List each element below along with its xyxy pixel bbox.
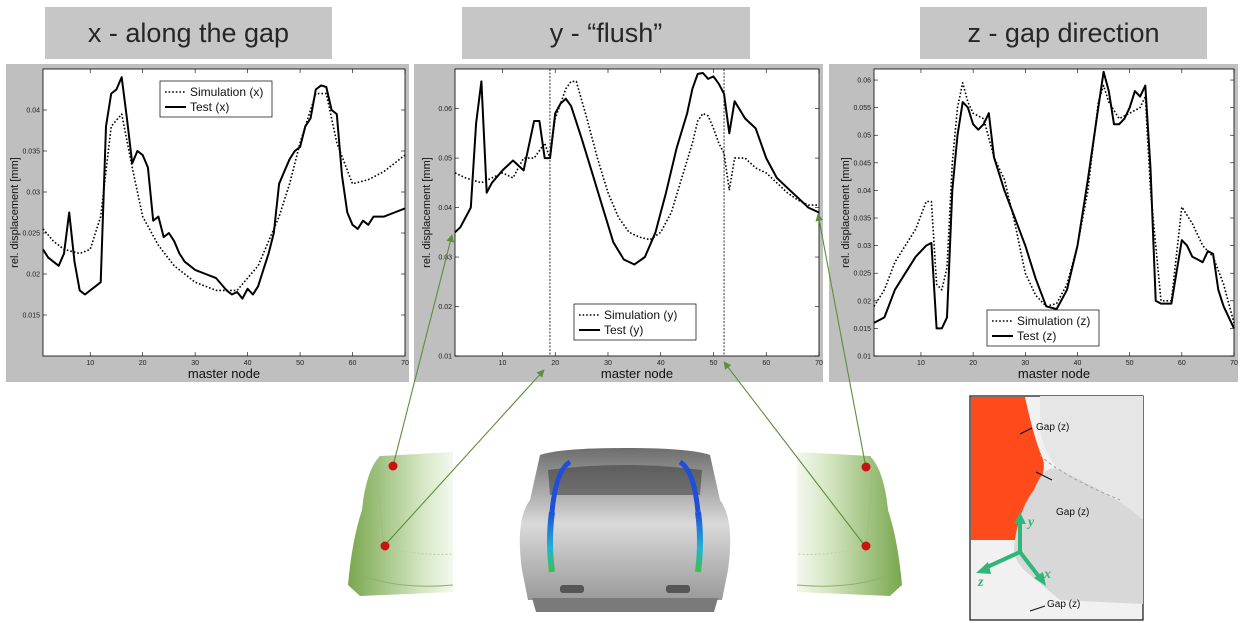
y-tick-label: 0.05 xyxy=(438,156,452,163)
x-tick-label: 10 xyxy=(917,360,925,367)
x-tick-label: 10 xyxy=(499,360,507,367)
x-tick-label: 20 xyxy=(969,360,977,367)
right-rear-corner-illustration xyxy=(796,452,902,596)
x-tick-label: 20 xyxy=(551,360,559,367)
axis-z-arrow xyxy=(984,550,1021,570)
legend-label: Test (x) xyxy=(190,100,229,114)
x-tick-label: 70 xyxy=(1230,360,1238,367)
x-axis-label: master node xyxy=(601,366,673,381)
y-tick-label: 0.05 xyxy=(857,133,871,140)
axis-x-arrow xyxy=(1018,550,1042,580)
y-tick-label: 0.035 xyxy=(22,149,40,156)
x-tick-label: 30 xyxy=(1021,360,1029,367)
y-tick-label: 0.055 xyxy=(853,105,871,112)
left-rear-corner-illustration xyxy=(348,452,454,596)
y-tick-label: 0.06 xyxy=(857,78,871,85)
series-test xyxy=(873,70,1235,330)
x-tick-label: 50 xyxy=(710,360,718,367)
x-tick-label: 30 xyxy=(604,360,612,367)
gap-label-3: Gap (z) xyxy=(1047,599,1080,610)
x-tick-label: 30 xyxy=(191,360,199,367)
series-test xyxy=(454,72,820,266)
axis-x-label: x xyxy=(1043,567,1051,582)
series-test xyxy=(42,76,406,300)
title-x: x - along the gap xyxy=(45,7,332,59)
y-tick-label: 0.04 xyxy=(438,205,452,212)
legend: Simulation (z)Test (z) xyxy=(986,309,1100,347)
y-tick-label: 0.06 xyxy=(438,106,452,113)
y-tick-label: 0.04 xyxy=(857,188,871,195)
y-tick-label: 0.02 xyxy=(26,272,40,279)
car-rear-view xyxy=(519,448,731,612)
legend-label: Test (y) xyxy=(604,323,643,337)
legend: Simulation (x)Test (x) xyxy=(159,80,273,118)
chart-panel-z: 0.01 0.015 0.02 0.025 0.03 0.035 0.04 0.045 0.05… xyxy=(829,64,1238,382)
x-tick-label: 60 xyxy=(349,360,357,367)
y-tick-label: 0.04 xyxy=(26,108,40,115)
x-tick-label: 40 xyxy=(244,360,252,367)
series-simulation xyxy=(873,81,1235,324)
legend-label: Simulation (z) xyxy=(1017,314,1090,328)
seal-top-left xyxy=(547,511,555,573)
chart-z: 0.010.0150.020.0250.030.0350.040.0450.05… xyxy=(840,68,1238,381)
y-tick-label: 0.015 xyxy=(22,313,40,320)
seal-top-right xyxy=(695,511,703,573)
axis-y-label: y xyxy=(1026,515,1035,530)
legend-label: Simulation (y) xyxy=(604,308,677,322)
gap-detail-inset: y x z Gap (z) Gap (z) Gap (z) xyxy=(969,395,1144,621)
y-tick-label: 0.025 xyxy=(22,231,40,238)
x-tick-label: 20 xyxy=(139,360,147,367)
x-tick-label: 10 xyxy=(86,360,94,367)
gap-label-1: Gap (z) xyxy=(1036,422,1069,433)
title-z: z - gap direction xyxy=(920,7,1207,59)
y-axis-label: rel. displacement [mm] xyxy=(9,157,21,268)
legend-label: Simulation (x) xyxy=(190,85,263,99)
x-tick-label: 60 xyxy=(1178,360,1186,367)
x-tick-label: 40 xyxy=(1074,360,1082,367)
legend-label: Test (z) xyxy=(1017,329,1056,343)
series-simulation xyxy=(454,80,819,241)
chart-panel-y: 0.01 0.02 0.03 0.04 0.05 0.06 10 20 30 40 50 60 70 ma… xyxy=(414,64,823,382)
title-y: y - “flush” xyxy=(462,7,750,59)
chart-panel-x: 0.015 0.02 0.025 0.03 0.035 0.04 10 20 30 40 50 60 7… xyxy=(6,64,409,382)
x-tick-label: 50 xyxy=(1126,360,1134,367)
x-axis-label: master node xyxy=(1018,366,1090,381)
legend: Simulation (y)Test (y) xyxy=(573,303,697,341)
gap-label-2: Gap (z) xyxy=(1056,507,1089,518)
x-tick-label: 50 xyxy=(296,360,304,367)
y-tick-label: 0.045 xyxy=(853,160,871,167)
x-tick-label: 40 xyxy=(657,360,665,367)
axis-z-label: z xyxy=(977,575,984,590)
x-axis-label: master node xyxy=(188,366,260,381)
y-tick-label: 0.03 xyxy=(26,190,40,197)
series-simulation xyxy=(42,92,406,292)
